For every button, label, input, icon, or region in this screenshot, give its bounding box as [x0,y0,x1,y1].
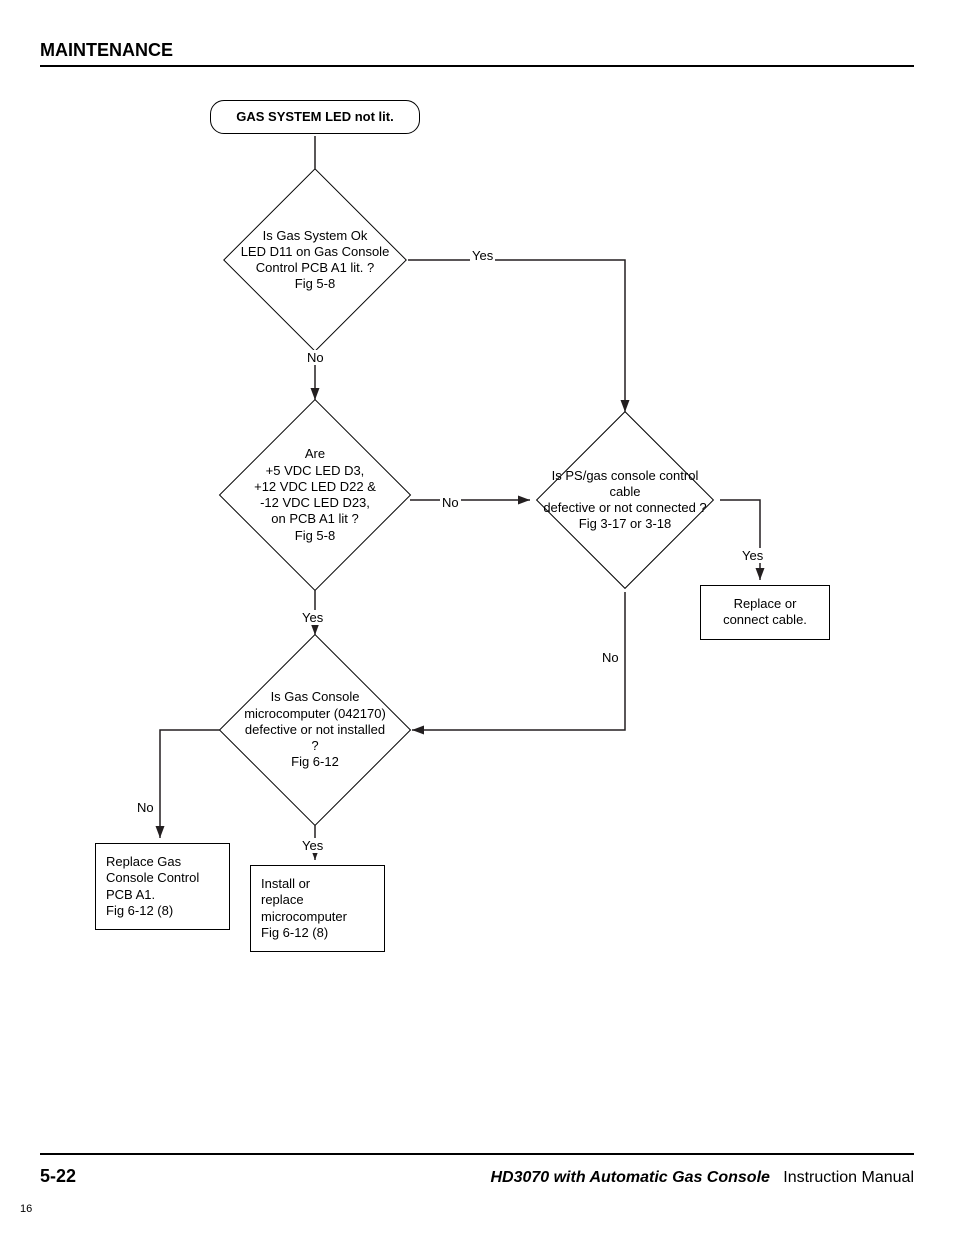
footer-rule [40,1153,914,1155]
node-text: +12 VDC LED D22 & [254,479,376,495]
node-text: Is Gas Console [244,689,386,705]
edge-label-no: No [305,350,326,365]
flowchart: GAS SYSTEM LED not lit. Is Gas System Ok… [40,80,914,980]
node-decision-microcomputer: Is Gas Console microcomputer (042170) de… [215,630,415,830]
node-install-microcomputer: Install or replace microcomputer Fig 6-1… [250,865,385,952]
edge-label-no: No [440,495,461,510]
node-text: defective or not installed [244,722,386,738]
node-text: Fig 5-8 [254,528,376,544]
node-text: Fig 6-12 (8) [106,903,219,919]
node-text: microcomputer (042170) [244,706,386,722]
node-text: Install or [261,876,374,892]
node-text: cable [543,484,706,500]
footer-right: HD3070 with Automatic Gas Console Instru… [490,1169,914,1187]
node-text: Replace or [711,596,819,612]
node-text: Is Gas System Ok [241,228,390,244]
node-text: Console Control [106,870,219,886]
node-replace-cable: Replace or connect cable. [700,585,830,640]
node-text: Are [254,446,376,462]
edge-label-yes: Yes [470,248,495,263]
node-text: LED D11 on Gas Console [241,244,390,260]
page-footer: 5-22 HD3070 with Automatic Gas Console I… [40,1166,914,1187]
node-text: connect cable. [711,612,819,628]
node-text: Fig 6-12 (8) [261,925,374,941]
small-page-number: 16 [20,1203,32,1215]
edge-label-no: No [135,800,156,815]
edge-label-no: No [600,650,621,665]
node-replace-pcb: Replace Gas Console Control PCB A1. Fig … [95,843,230,930]
node-text: Replace Gas [106,854,219,870]
node-text: on PCB A1 lit ? [254,511,376,527]
node-text: +5 VDC LED D3, [254,463,376,479]
edge-label-yes: Yes [740,548,765,563]
product-name: HD3070 with Automatic Gas Console [490,1169,769,1186]
node-decision-cable: Is PS/gas console control cable defectiv… [525,400,725,600]
node-text: replace [261,892,374,908]
node-text: Fig 6-12 [244,754,386,770]
node-text: Is PS/gas console control [543,468,706,484]
node-text: PCB A1. [106,887,219,903]
node-text: Fig 5-8 [241,276,390,292]
section-title: MAINTENANCE [40,40,914,67]
manual-label: Instruction Manual [783,1169,914,1186]
node-decision-gas-ok: Is Gas System Ok LED D11 on Gas Console … [215,160,415,360]
node-decision-vdc-leds: Are +5 VDC LED D3, +12 VDC LED D22 & -12… [215,395,415,595]
node-start: GAS SYSTEM LED not lit. [210,100,420,134]
node-text: defective or not connected ? [543,500,706,516]
node-text: Control PCB A1 lit. ? [241,260,390,276]
page: MAINTENANCE [0,0,954,1235]
node-text: ? [244,738,386,754]
node-text: microcomputer [261,909,374,925]
node-text: -12 VDC LED D23, [254,495,376,511]
edge-label-yes: Yes [300,610,325,625]
node-text: Fig 3-17 or 3-18 [543,516,706,532]
page-number: 5-22 [40,1166,76,1187]
edge-label-yes: Yes [300,838,325,853]
